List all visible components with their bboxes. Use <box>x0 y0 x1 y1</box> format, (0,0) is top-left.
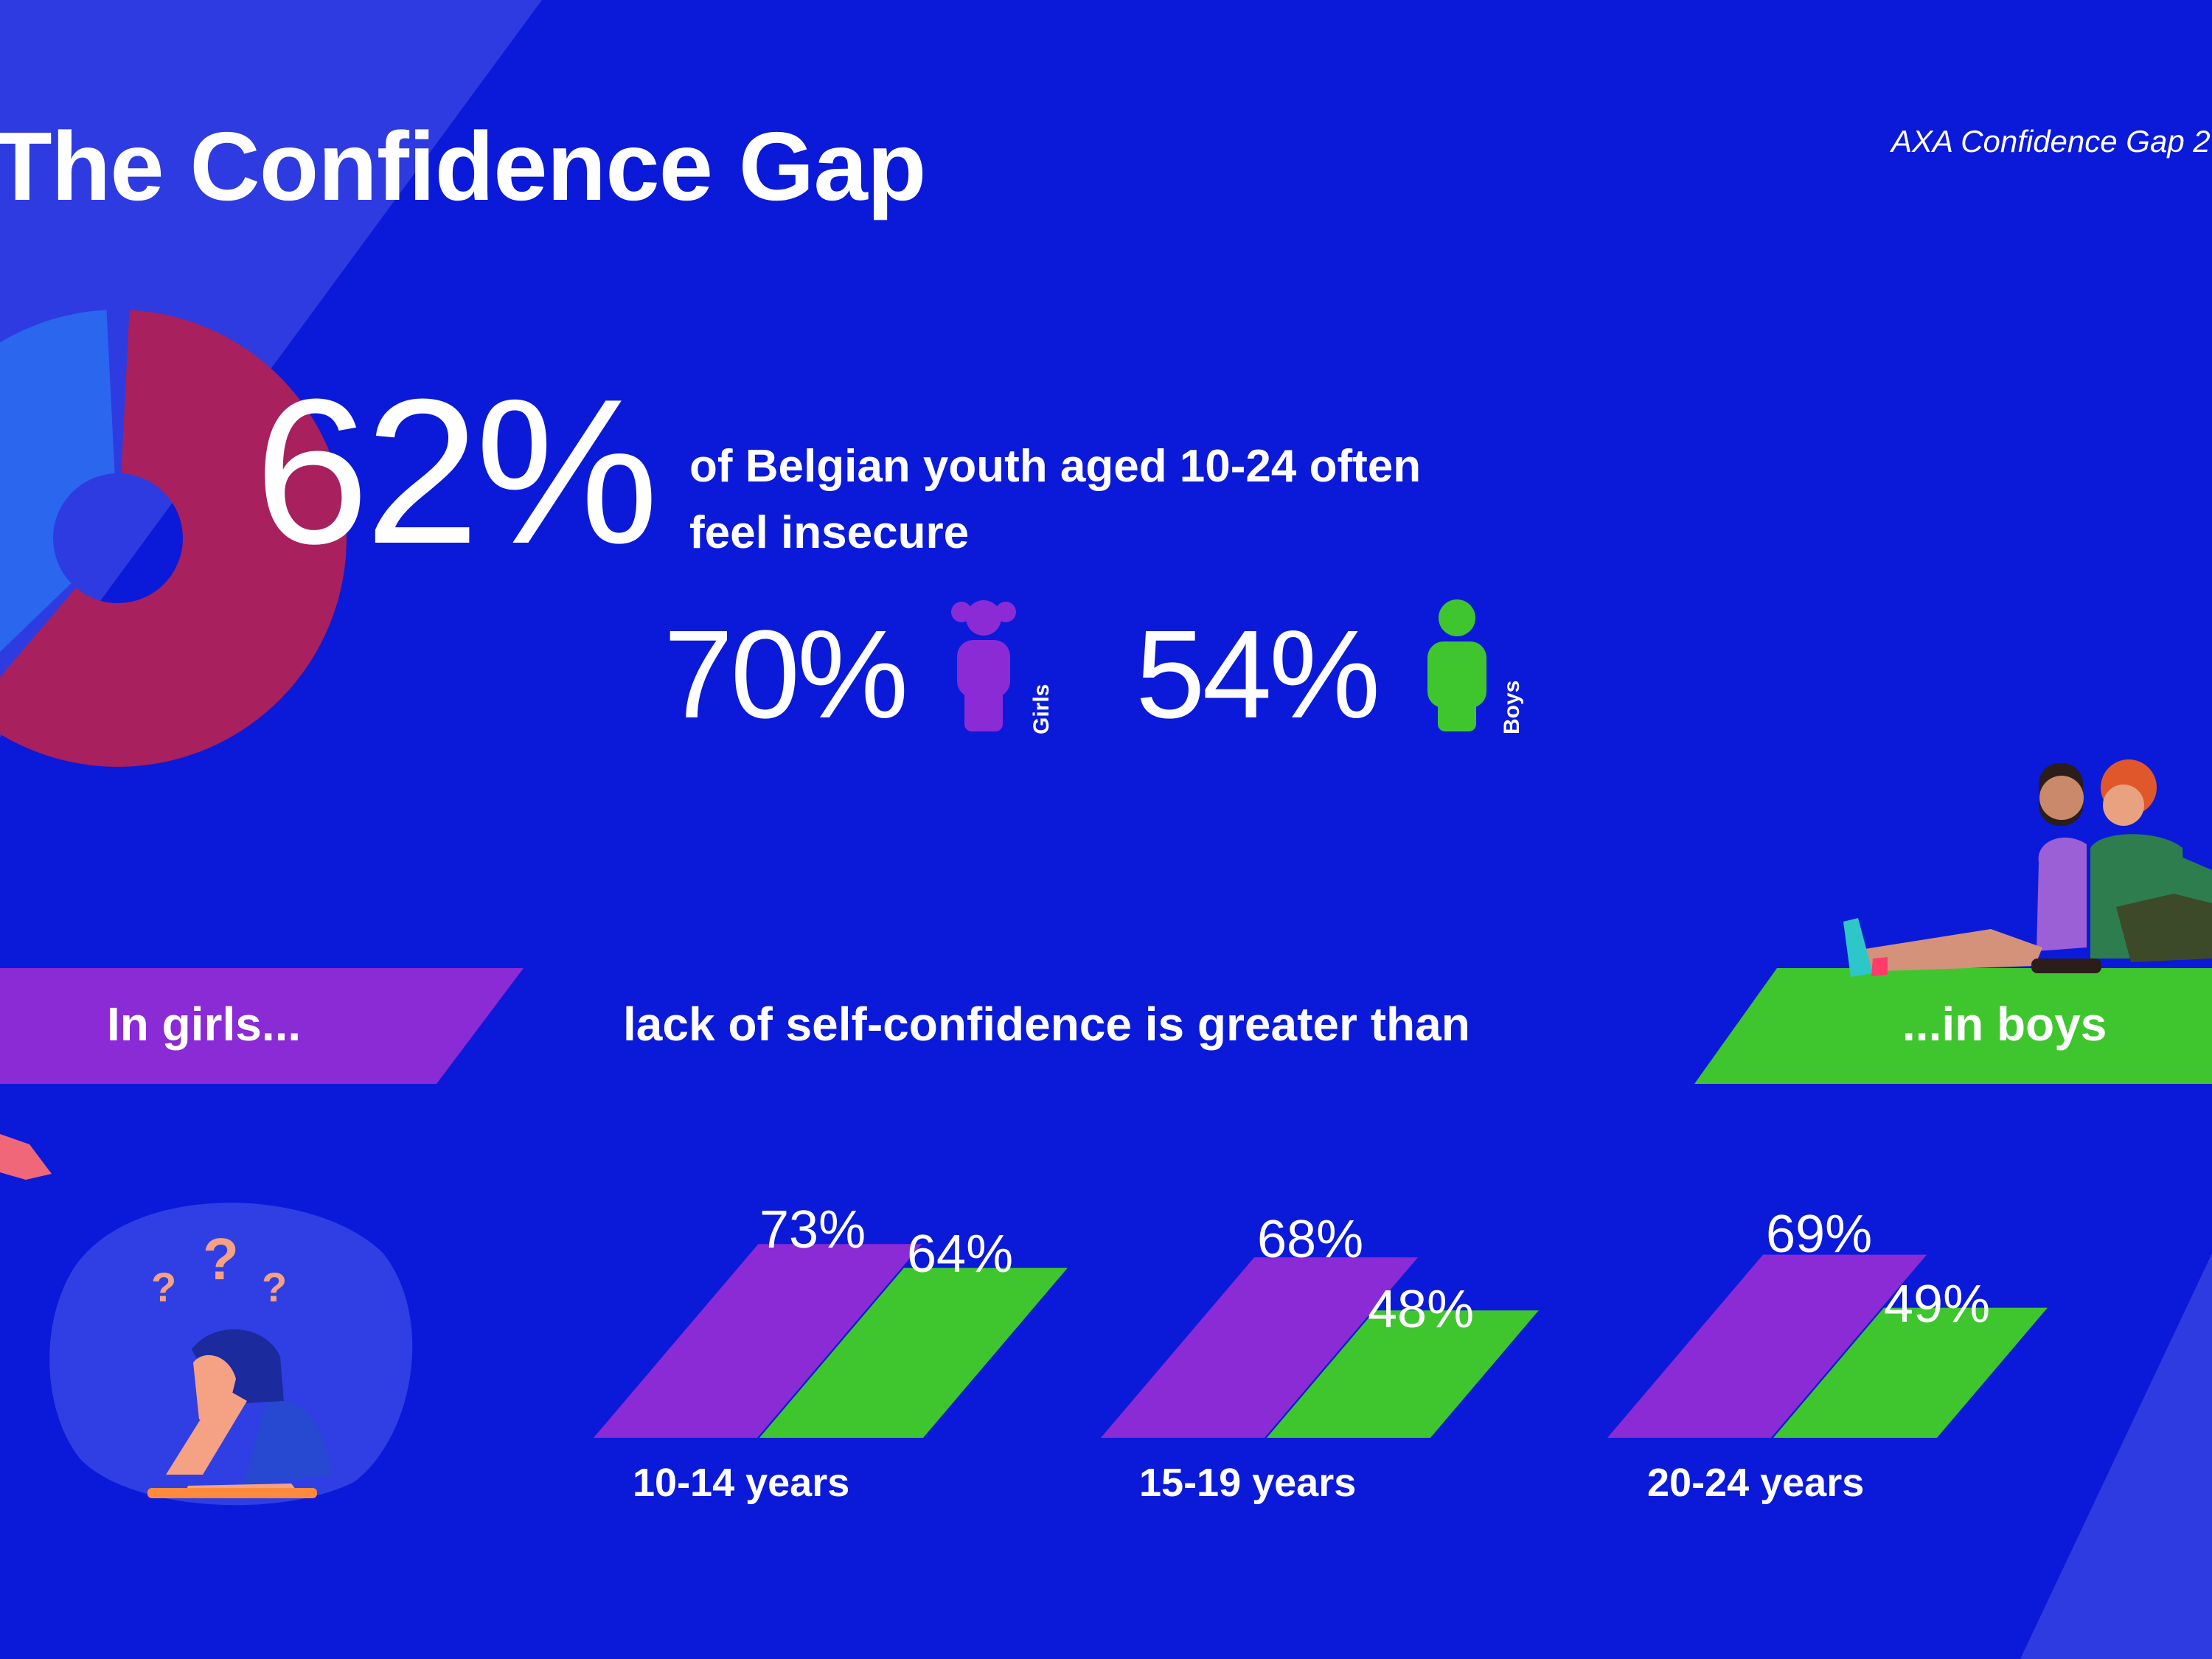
source-label: AXA Confidence Gap 2 <box>1891 124 2211 159</box>
girls-percentage: 70% <box>664 605 908 745</box>
bar-girls-15-19 <box>1101 1257 1419 1438</box>
age-label-10-14: 10-14 years <box>633 1461 850 1505</box>
pointing-hand-icon <box>0 1134 52 1180</box>
girls-label: Girls <box>1029 684 1054 734</box>
bar-girls-20-24 <box>1607 1254 1927 1438</box>
bar-label-girls-15-19: 68% <box>1257 1210 1364 1269</box>
bar-label-boys-15-19: 48% <box>1368 1280 1475 1339</box>
donut-slice-other <box>0 310 115 653</box>
headline-text: of Belgian youth aged 10-24 often feel i… <box>689 434 1574 566</box>
svg-text:?: ? <box>203 1226 239 1292</box>
age-label-15-19: 15-19 years <box>1139 1461 1357 1505</box>
page-title: The Confidence Gap <box>0 112 926 220</box>
bar-label-boys-20-24: 49% <box>1884 1275 1991 1334</box>
bar-label-girls-20-24: 69% <box>1766 1205 1873 1264</box>
bar-label-boys-10-14: 64% <box>907 1225 1014 1284</box>
boys-label: Boys <box>1500 680 1524 734</box>
headline-percentage: 62% <box>254 357 658 587</box>
bar-boys-15-19 <box>1267 1310 1539 1438</box>
boys-percentage: 54% <box>1135 605 1380 745</box>
headline-text-line1: of Belgian youth aged 10-24 often <box>689 441 1422 492</box>
comparison-text: lack of self-confidence is greater than <box>623 998 1470 1051</box>
bar-boys-20-24 <box>1773 1307 2048 1438</box>
donut-slice-insecure <box>0 310 347 767</box>
girls-band-background <box>0 968 524 1084</box>
girls-band-label: In girls... <box>107 998 302 1051</box>
headline-text-line2: feel insecure <box>689 507 970 558</box>
bar-label-girls-10-14: 73% <box>759 1200 866 1259</box>
svg-text:?: ? <box>262 1264 287 1310</box>
svg-text:?: ? <box>151 1264 176 1310</box>
age-label-20-24: 20-24 years <box>1647 1461 1865 1505</box>
worried-person-illustration: ? ? ? <box>49 1203 413 1506</box>
bar-boys-10-14 <box>759 1267 1068 1438</box>
sitting-couple-illustration <box>1843 759 2212 977</box>
girl-figure-icon <box>951 600 1016 731</box>
boys-band-label: ...in boys <box>1902 998 2107 1051</box>
boys-band-background <box>1694 968 2212 1084</box>
boy-figure-icon <box>1427 599 1486 731</box>
background-corner-triangle <box>2020 1253 2212 1659</box>
bar-girls-10-14 <box>594 1244 922 1438</box>
